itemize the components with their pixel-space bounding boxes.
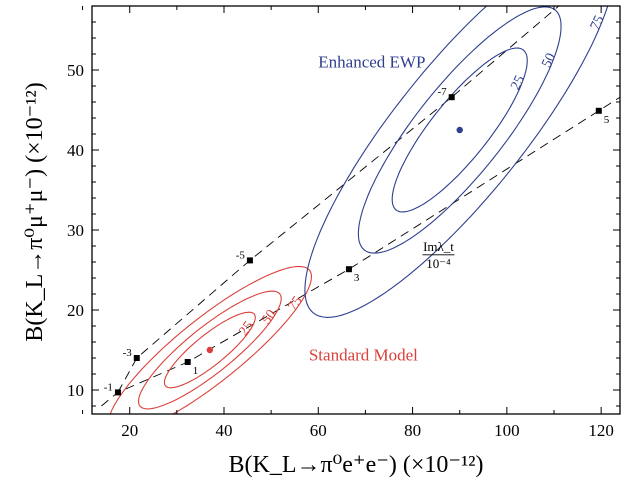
x-tick-label-100: 100 bbox=[494, 421, 520, 440]
marker-label--7: -7 bbox=[438, 86, 448, 98]
enhanced-ewp-contour-25 bbox=[391, 47, 528, 213]
enhanced-ewp-level-25: 25 bbox=[508, 73, 528, 92]
marker-label-5: 5 bbox=[604, 114, 610, 126]
marker--5 bbox=[246, 257, 253, 264]
marker-1 bbox=[184, 359, 191, 365]
marker-label--1: -1 bbox=[104, 381, 113, 393]
enhanced-ewp-contour-50 bbox=[357, 6, 562, 254]
standard-model-contour-75 bbox=[109, 265, 312, 414]
plot-area: -1 -3 -5 -7 1 3 5 bbox=[101, 6, 620, 414]
x-axis-label: B(K_L→π⁰e⁺e⁻) (×10⁻¹²) bbox=[229, 452, 484, 478]
enhanced-ewp-label: Enhanced EWP bbox=[318, 53, 425, 72]
standard-model-contour-50 bbox=[137, 290, 282, 410]
y-axis: 10 20 30 40 50 bbox=[67, 21, 620, 407]
y-tick-label-30: 30 bbox=[67, 221, 84, 240]
y-tick-label-10: 10 bbox=[67, 381, 84, 400]
enhanced-ewp-level-50: 50 bbox=[539, 51, 559, 70]
x-tick-label-20: 20 bbox=[121, 421, 138, 440]
standard-model-contour-25 bbox=[163, 311, 256, 389]
y-tick-label-40: 40 bbox=[67, 141, 84, 160]
regions bbox=[109, 6, 609, 414]
marker--7 bbox=[448, 94, 455, 101]
standard-model-level-50: 50 bbox=[259, 307, 279, 327]
enhanced-ewp-level-75: 75 bbox=[588, 13, 608, 32]
marker-label--5: -5 bbox=[236, 249, 246, 261]
marker-3 bbox=[345, 266, 352, 273]
x-axis: 20 40 60 80 100 120 bbox=[82, 6, 614, 440]
enhanced-ewp-center-point bbox=[456, 126, 463, 134]
marker-label--3: -3 bbox=[123, 347, 133, 359]
y-tick-label-50: 50 bbox=[67, 61, 84, 80]
y-tick-label-20: 20 bbox=[67, 301, 84, 320]
x-tick-label-60: 60 bbox=[310, 421, 327, 440]
standard-model-label: Standard Model bbox=[309, 345, 418, 364]
markers: -1 -3 -5 -7 1 3 5 bbox=[104, 86, 610, 396]
y-axis-label: B(K_L→π⁰μ⁺μ⁻) (×10⁻¹²) bbox=[22, 82, 48, 341]
marker-5 bbox=[595, 107, 602, 114]
marker--1 bbox=[114, 389, 121, 396]
marker-label-3: 3 bbox=[354, 272, 360, 284]
x-tick-label-120: 120 bbox=[588, 421, 614, 440]
standard-model-center-point bbox=[206, 346, 214, 354]
enhanced-ewp-contour-75 bbox=[304, 6, 609, 318]
x-tick-label-40: 40 bbox=[216, 421, 233, 440]
annotation-denominator: 10⁻⁴ bbox=[426, 256, 451, 271]
x-tick-label-80: 80 bbox=[404, 421, 421, 440]
marker--3 bbox=[133, 355, 140, 361]
plot-frame bbox=[91, 5, 621, 415]
marker-label-1: 1 bbox=[193, 365, 199, 377]
standard-model-level-75: 75 bbox=[285, 294, 305, 314]
annotation-numerator: Imλ_t bbox=[423, 239, 454, 254]
